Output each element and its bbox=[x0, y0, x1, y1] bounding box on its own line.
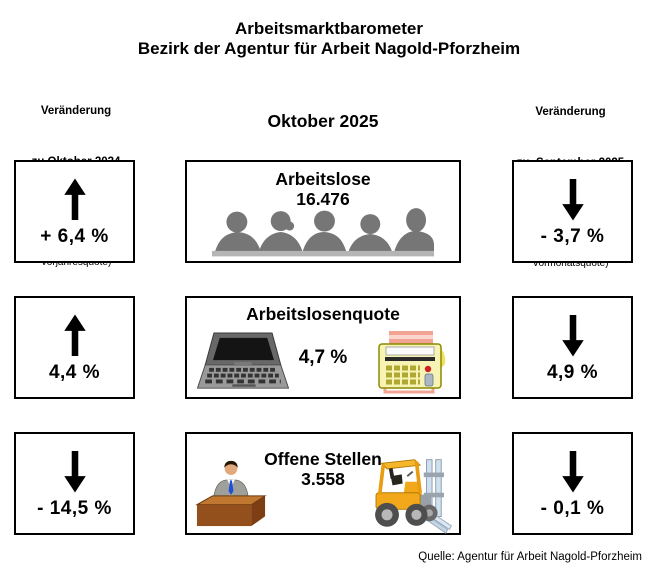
fax-machine-icon bbox=[378, 331, 446, 394]
trend-arrow-icon bbox=[61, 311, 89, 359]
arbeitslose-yoy-change-value: + 6,4 % bbox=[40, 226, 109, 247]
mom-header-line4: Vormonatsquote) bbox=[532, 257, 609, 269]
quote-yoy-change-box: 4,4 % bbox=[14, 296, 135, 399]
trend-arrow-icon bbox=[61, 447, 89, 495]
arbeitslose-yoy-change-box: + 6,4 % bbox=[14, 160, 135, 263]
metric-name: Offene Stellen bbox=[264, 449, 382, 469]
yoy-header-line1: Veränderung bbox=[40, 104, 112, 117]
forklift-icon bbox=[375, 459, 452, 534]
source-note: Quelle: Agentur für Arbeit Nagold-Pforzh… bbox=[418, 551, 642, 563]
period-label: Oktober 2025 bbox=[267, 111, 379, 131]
trend-arrow-icon bbox=[559, 447, 587, 495]
arbeitslose-mom-change-box: - 3,7 % bbox=[512, 160, 633, 263]
metric-value: 16.476 bbox=[296, 189, 350, 209]
stellen-yoy-change-value: - 14,5 % bbox=[37, 498, 112, 519]
mom-header-line1: Veränderung bbox=[535, 105, 606, 118]
stellen-metric-box: Offene Stellen 3.558 bbox=[185, 432, 461, 535]
quote-mom-change-value: 4,9 % bbox=[546, 362, 599, 383]
arbeitslose-metric-box: Arbeitslose 16.476 bbox=[185, 160, 461, 263]
metric-value: 3.558 bbox=[301, 469, 345, 489]
laptop-icon bbox=[197, 332, 289, 389]
arbeitslose-mom-change-value: - 3,7 % bbox=[540, 226, 605, 247]
stellen-mom-change-value: - 0,1 % bbox=[540, 498, 605, 519]
title-line-1: Arbeitsmarktbarometer bbox=[234, 19, 423, 38]
title-line-2: Bezirk der Agentur für Arbeit Nagold-Pfo… bbox=[137, 38, 521, 58]
stellen-mom-change-box: - 0,1 % bbox=[512, 432, 633, 535]
quote-metric-box: Arbeitslosenquote 4,7 % bbox=[185, 296, 461, 399]
metric-name: Arbeitslose bbox=[275, 169, 371, 189]
quote-mom-change-box: 4,9 % bbox=[512, 296, 633, 399]
trend-arrow-icon bbox=[61, 175, 89, 223]
person-at-desk-icon bbox=[195, 460, 267, 527]
stellen-yoy-change-box: - 14,5 % bbox=[14, 432, 135, 535]
page-title: Arbeitsmarktbarometer Bezirk der Agentur… bbox=[0, 19, 658, 58]
metric-value: 4,7 % bbox=[298, 347, 348, 368]
crowd-silhouette-icon bbox=[211, 208, 435, 257]
quote-yoy-change-value: 4,4 % bbox=[48, 362, 101, 383]
metric-name: Arbeitslosenquote bbox=[246, 304, 400, 324]
trend-arrow-icon bbox=[559, 175, 587, 223]
trend-arrow-icon bbox=[559, 311, 587, 359]
